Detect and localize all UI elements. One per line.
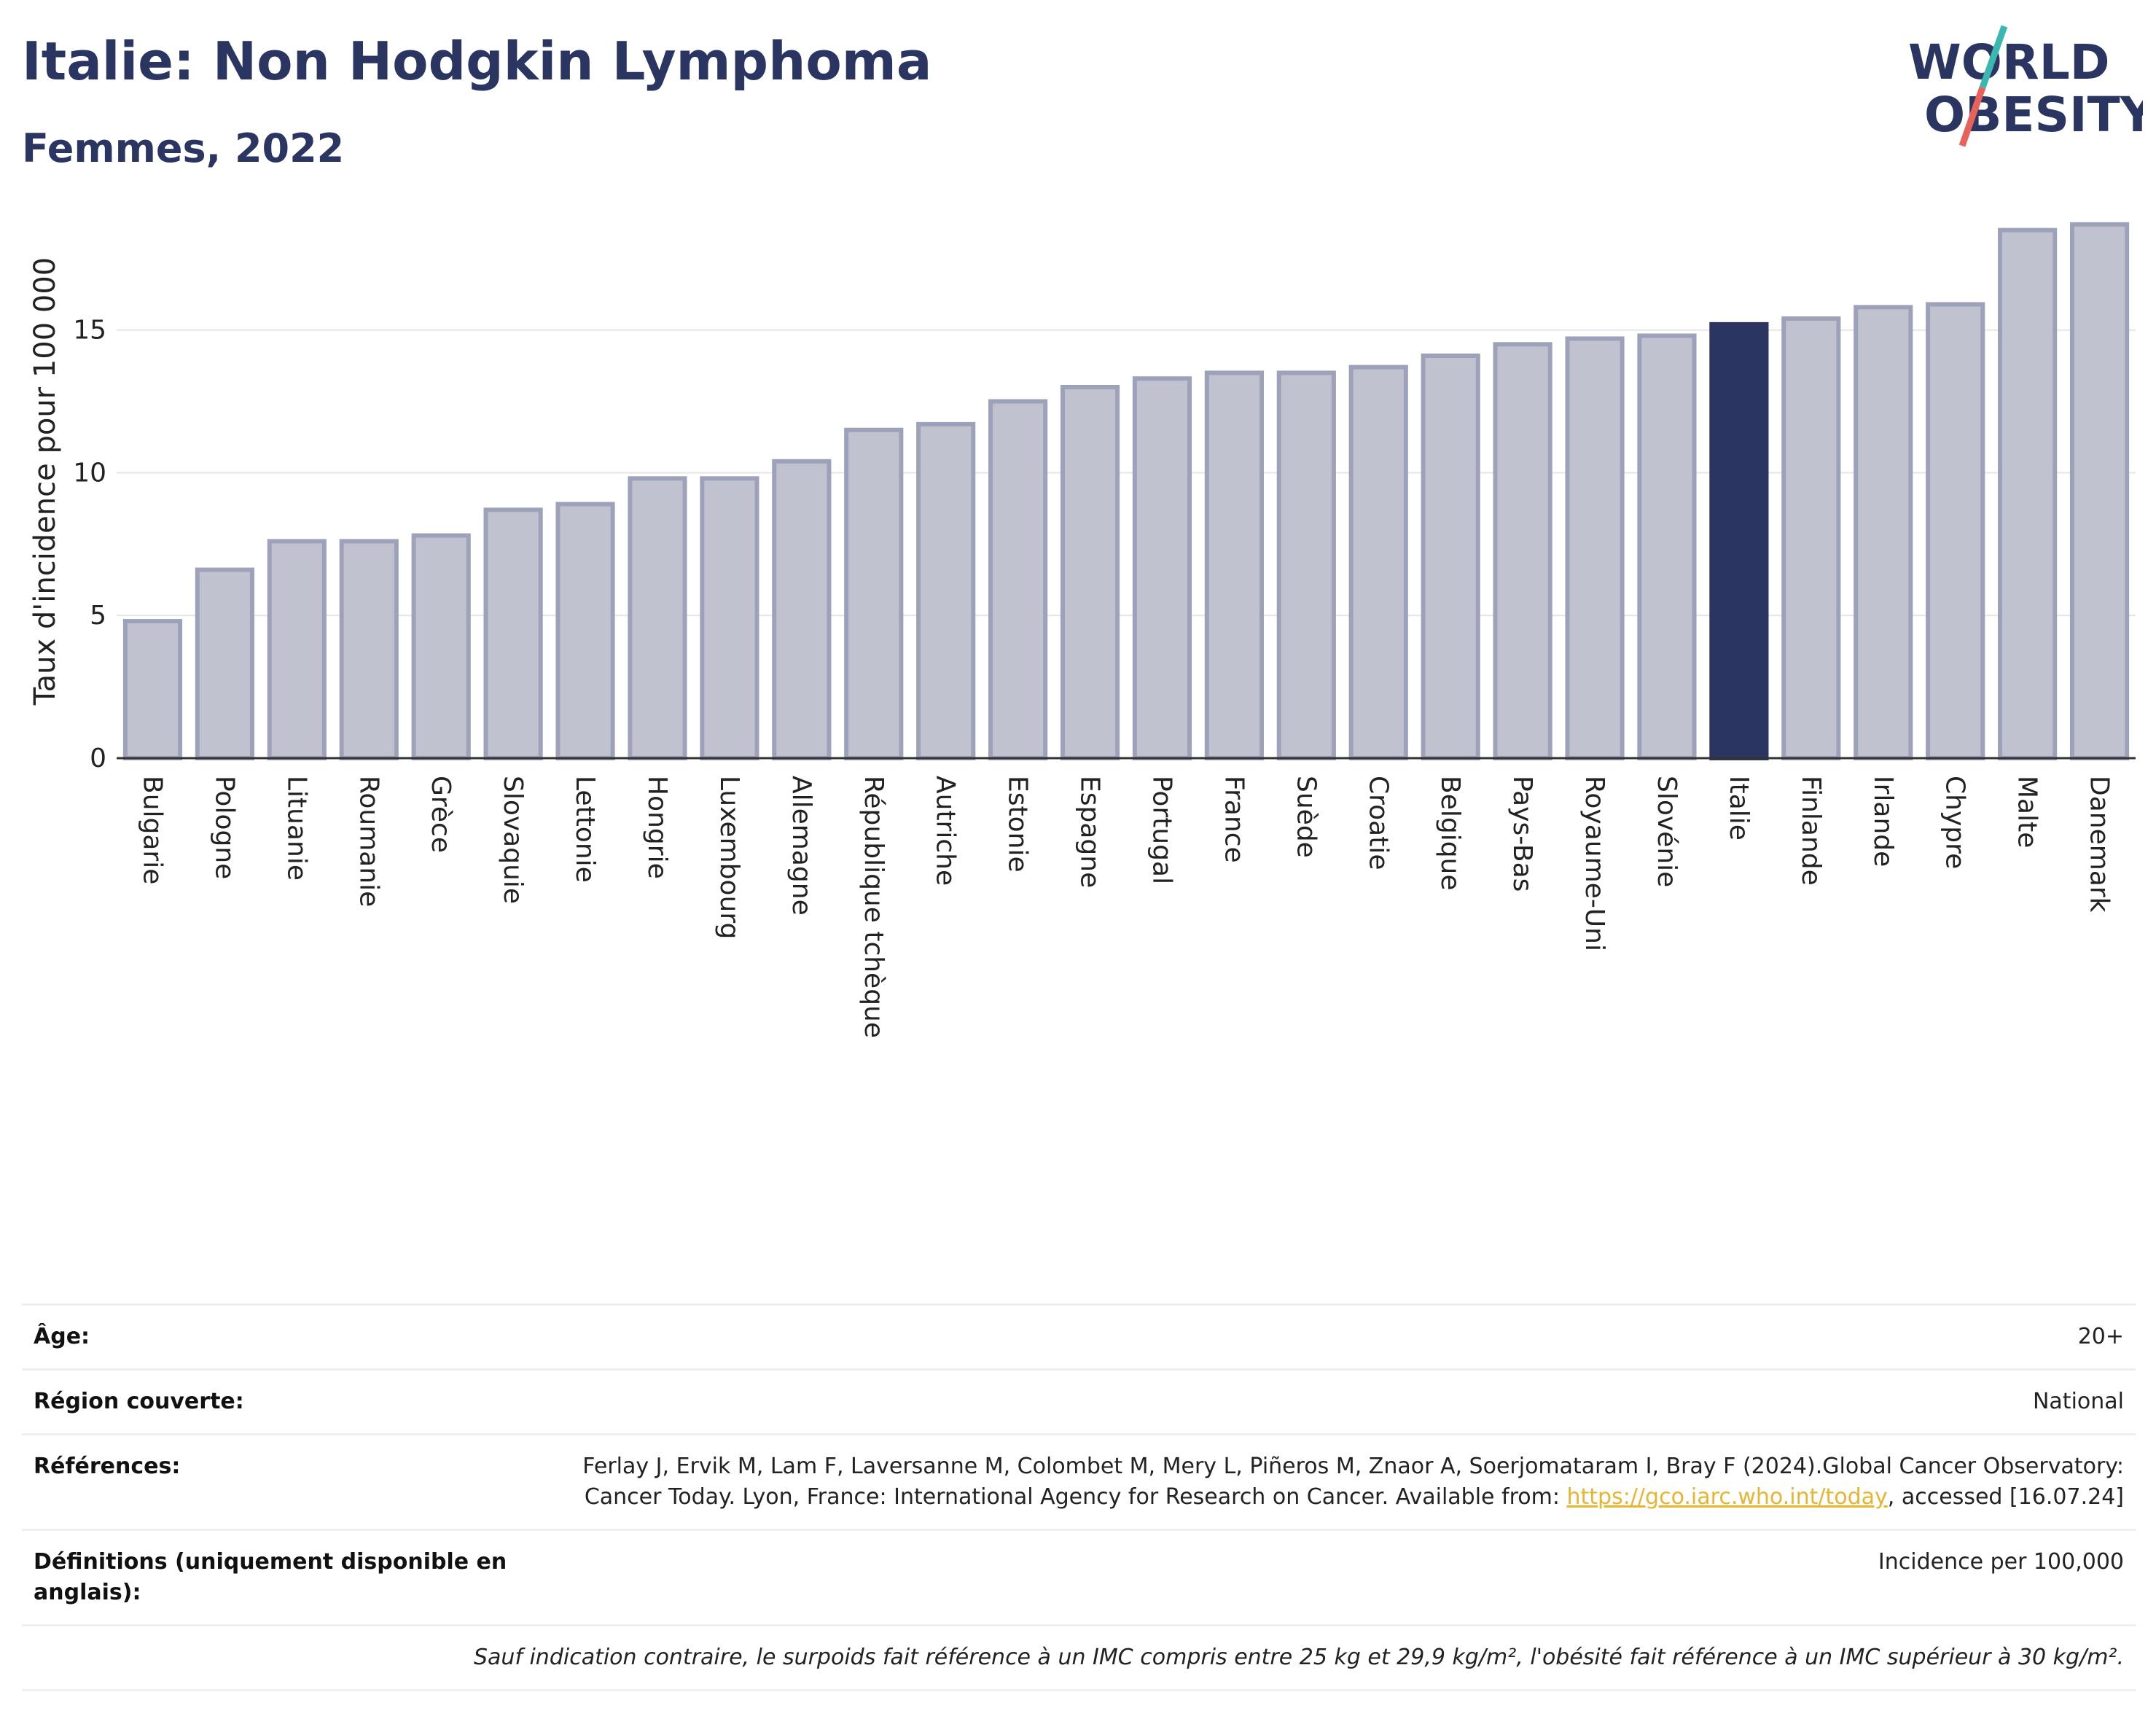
y-tick-label: 5 <box>90 601 106 631</box>
x-tick-label: Italie <box>1724 776 1754 841</box>
references-link[interactable]: https://gco.iarc.who.int/today <box>1566 1484 1888 1510</box>
logo-slash-top <box>1979 25 2008 89</box>
x-tick-label: Lettonie <box>570 776 600 883</box>
meta-row-age: Âge: 20+ <box>22 1303 2136 1368</box>
bar-croatie <box>1348 364 1408 760</box>
x-tick-label: Pays-Bas <box>1507 776 1537 892</box>
chart-title: Italie: Non Hodgkin Lymphoma <box>22 31 932 92</box>
bar-lettonie <box>555 502 615 760</box>
x-tick-label: Belgique <box>1435 776 1465 891</box>
x-tick-label: Finlande <box>1796 776 1826 886</box>
chart-subtitle: Femmes, 2022 <box>22 125 345 171</box>
x-tick-label: Espagne <box>1075 776 1105 888</box>
x-tick-label: Malte <box>2012 776 2042 848</box>
references-text: Ferlay J, Ervik M, Lam F, Laversanne M, … <box>582 1454 2124 1510</box>
x-tick-label: Pologne <box>209 776 239 879</box>
bar-slovaquie <box>483 507 543 760</box>
bar-luxembourg <box>700 476 759 761</box>
x-tick-label: Hongrie <box>642 776 672 879</box>
region-value: National <box>2032 1389 2124 1414</box>
bar-france <box>1204 370 1264 760</box>
x-tick-label: Slovénie <box>1652 776 1682 887</box>
bar-su-de <box>1276 370 1336 760</box>
x-tick-label: Luxembourg <box>714 776 744 939</box>
bar-bulgarie <box>122 619 183 760</box>
x-tick-label: Croatie <box>1363 776 1393 870</box>
definitions-value: Incidence per 100,000 <box>1878 1549 2124 1575</box>
bar-chypre <box>1926 302 1985 760</box>
bar-estonie <box>988 399 1048 761</box>
meta-row-definitions: Définitions (uniquement disponible en an… <box>22 1529 2136 1624</box>
meta-row-references: Références: Ferlay J, Ervik M, Lam F, La… <box>22 1433 2136 1529</box>
bar-roumanie <box>339 539 399 760</box>
x-tick-label: Royaume-Uni <box>1579 776 1609 951</box>
bar-slov-nie <box>1637 333 1697 760</box>
bar-pologne <box>195 567 254 760</box>
references-label: Références: <box>34 1454 181 1479</box>
bar-irlande <box>1854 305 1913 760</box>
x-tick-label: Roumanie <box>354 776 383 907</box>
x-tick-label: Slovaquie <box>498 776 528 904</box>
bar-gr-ce <box>411 533 471 760</box>
bar-espagne <box>1060 385 1120 761</box>
world-obesity-logo: WORLD OBESITY <box>1908 25 2143 147</box>
x-tick-label: Suède <box>1291 776 1321 858</box>
x-tick-label: République tchèque <box>859 776 888 1038</box>
region-label: Région couverte: <box>34 1389 244 1414</box>
bar-finlande <box>1781 316 1841 760</box>
bar-belgique <box>1421 353 1480 760</box>
bar-lituanie <box>267 539 327 760</box>
x-tick-label: Estonie <box>1003 776 1033 873</box>
logo-word-world: WORLD <box>1908 34 2110 90</box>
x-tick-label: Irlande <box>1868 776 1898 867</box>
bar-portugal <box>1132 376 1192 760</box>
meta-row-region: Région couverte: National <box>22 1368 2136 1433</box>
bar-danemark <box>2069 222 2130 760</box>
age-label: Âge: <box>34 1324 90 1349</box>
x-tick-label: Bulgarie <box>137 776 167 884</box>
bar-hongrie <box>628 476 687 761</box>
age-value: 20+ <box>2077 1324 2124 1349</box>
y-tick-label: 0 <box>90 744 106 773</box>
x-tick-label: Lituanie <box>281 776 311 881</box>
x-tick-label: Danemark <box>2085 776 2114 913</box>
x-tick-label: Grèce <box>426 776 456 853</box>
definitions-label: Définitions (uniquement disponible en an… <box>34 1549 507 1605</box>
logo-slash-bottom <box>1958 86 1986 147</box>
references-value: Ferlay J, Ervik M, Lam F, Laversanne M, … <box>557 1451 2124 1513</box>
bar-pays-bas <box>1493 342 1552 760</box>
logo-word-obesity: OBESITY <box>1924 87 2143 143</box>
x-tick-label: Portugal <box>1147 776 1176 884</box>
y-tick-label: 15 <box>73 316 106 346</box>
metadata-table: Âge: 20+ Région couverte: National Référ… <box>22 1303 2136 1691</box>
bar-italie <box>1709 321 1769 760</box>
footnote: Sauf indication contraire, le surpoids f… <box>22 1624 2136 1691</box>
references-suffix: , accessed [16.07.24] <box>1887 1484 2124 1510</box>
y-axis-title: Taux d'incidence pour 100 000 <box>28 257 62 706</box>
x-tick-label: Allemagne <box>786 776 816 916</box>
bar-r-publique-tch-que <box>844 427 904 761</box>
y-tick-label: 10 <box>73 458 106 488</box>
bar-royaume-uni <box>1565 336 1625 760</box>
bar-autriche <box>916 421 976 761</box>
bar-allemagne <box>772 459 832 761</box>
bar-malte <box>1998 227 2058 760</box>
x-tick-label: Autriche <box>931 776 961 886</box>
x-tick-label: France <box>1219 776 1249 863</box>
bar-chart: 0 5 10 15 Taux d'incidence pour 100 000 Bulga… <box>28 222 2136 1038</box>
x-tick-label: Chypre <box>1940 776 1970 869</box>
